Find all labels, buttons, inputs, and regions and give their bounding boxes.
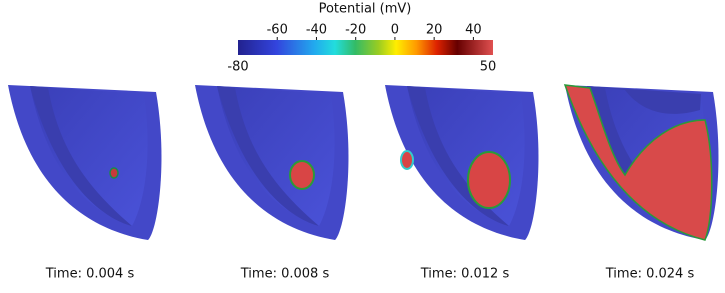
time-label: Time: 0.024 s xyxy=(605,267,695,282)
colorbar-min-label: -80 xyxy=(227,60,248,75)
time-label: Time: 0.008 s xyxy=(240,267,330,282)
time-label: Time: 0.012 s xyxy=(420,267,510,282)
heart-panel xyxy=(195,85,349,240)
colorbar-tick-label: -20 xyxy=(345,23,366,38)
colorbar-title: Potential (mV) xyxy=(319,2,412,17)
colorbar-tick-label: -60 xyxy=(267,23,288,38)
heart-panel xyxy=(385,85,539,240)
heart-panel xyxy=(8,85,162,240)
time-label: Time: 0.004 s xyxy=(45,267,135,282)
colorbar-tick-label: 20 xyxy=(426,23,443,38)
colorbar-max-label: 50 xyxy=(480,60,497,75)
colorbar-tick-label: -40 xyxy=(306,23,327,38)
colorbar xyxy=(238,40,493,55)
heart-panel xyxy=(563,84,719,241)
colorbar-tick-label: 0 xyxy=(391,23,399,38)
colorbar-tick-label: 40 xyxy=(465,23,482,38)
